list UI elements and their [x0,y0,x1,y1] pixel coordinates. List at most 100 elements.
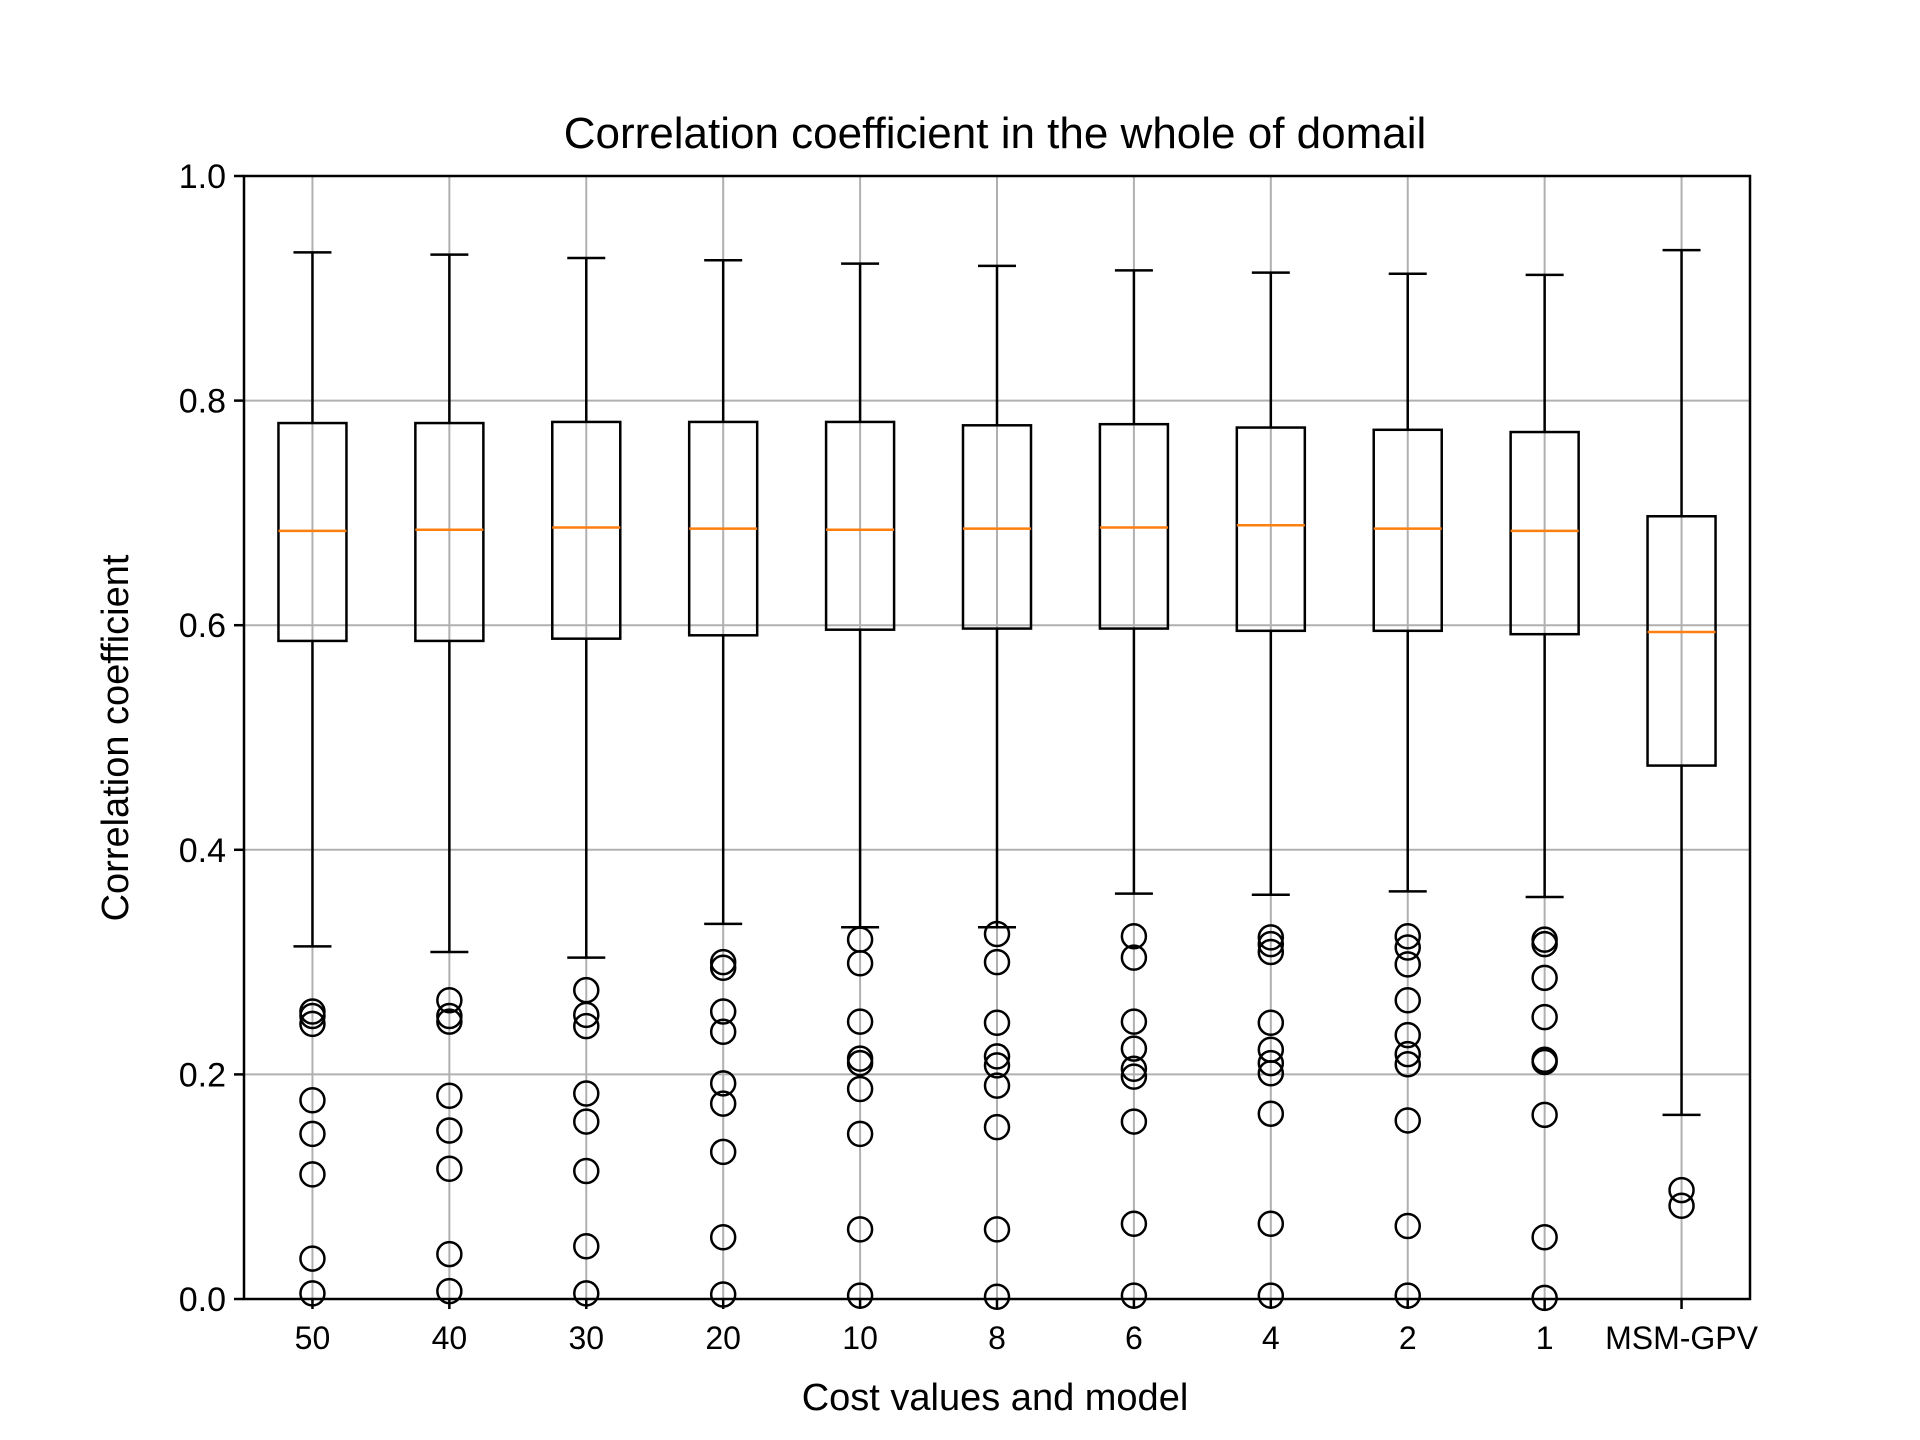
outlier-point [436,1155,463,1182]
y-tick-label: 0.4 [179,832,226,870]
outlier-point [709,1138,737,1166]
outlier-point [299,1120,326,1148]
box-group-1 [1509,273,1580,1312]
boxes-layer [277,248,1717,1312]
x-tick-label: 30 [568,1320,604,1356]
outlier-point [846,1008,874,1035]
box-group-6 [1098,269,1170,1309]
outlier-point [436,1082,463,1109]
outlier-point [573,1012,600,1040]
outlier-point [983,1113,1011,1141]
x-tick-label: 50 [295,1320,331,1356]
outlier-point [709,998,737,1025]
outlier-point [983,1052,1011,1079]
outlier-point [846,1120,874,1148]
outlier-point [983,1072,1011,1099]
box-group-2 [1372,272,1443,1309]
outlier-point [1394,934,1421,961]
outlier-point [573,1080,600,1107]
iqr-box [1646,515,1717,767]
outlier-point [1394,1021,1421,1049]
outlier-point [1394,987,1421,1014]
outlier-point [1394,1212,1421,1240]
outlier-point [1394,923,1421,950]
x-tick-label: 10 [842,1320,878,1356]
outlier-point [299,1161,326,1188]
outlier-point [1257,930,1285,958]
outlier-point [709,1070,737,1097]
outlier-point [983,920,1011,948]
outlier-point [709,1090,737,1117]
x-tick-label: 40 [432,1320,468,1356]
outlier-point [1120,944,1148,971]
iqr-box [1235,426,1307,633]
outlier-point [299,1086,326,1114]
outlier-point [983,1009,1011,1036]
outlier-point [1120,1210,1148,1238]
outlier-point [1394,951,1421,978]
outlier-point [573,1001,600,1029]
outlier-point [1120,923,1148,950]
outlier-point [1394,1107,1421,1134]
outlier-point [1257,1049,1285,1077]
outlier-point [573,1157,600,1185]
iqr-box [551,420,622,640]
outlier-point [846,1049,874,1077]
box-group-40 [414,253,485,1305]
outlier-point [436,1240,463,1268]
outlier-point [1531,930,1558,958]
x-tick-label: 8 [988,1320,1006,1356]
outlier-point [846,1075,874,1103]
outlier-point [573,1232,600,1260]
x-tick-label: 4 [1262,1320,1280,1356]
x-tick-label: MSM-GPV [1605,1320,1759,1356]
outlier-point [1257,1009,1285,1036]
x-tick-label: 1 [1536,1320,1554,1356]
outlier-point [436,987,463,1014]
x-tick-label: 20 [705,1320,741,1356]
outlier-point [1531,1101,1558,1129]
y-tick-label: 0.2 [179,1056,226,1094]
box-group-8 [961,264,1033,1311]
y-tick-label: 1.0 [179,158,226,196]
outlier-point [1257,924,1285,951]
outlier-point [299,1002,326,1030]
outlier-point [1531,1048,1558,1076]
outlier-point [1394,1040,1421,1068]
outlier-point [1394,1051,1421,1078]
iqr-box [961,424,1033,630]
outlier-point [709,1223,737,1251]
iqr-box [414,421,485,643]
outlier-point [846,1216,874,1243]
outlier-point [846,949,874,977]
y-tick-label: 0.0 [179,1281,226,1319]
outlier-point [1257,938,1285,966]
outlier-point [1257,1100,1285,1127]
outlier-point [1531,1223,1558,1251]
box-group-20 [687,258,759,1308]
outlier-point [1120,1063,1148,1090]
y-tick-label: 0.8 [179,383,226,421]
outlier-point [983,948,1011,976]
outlier-point [1257,1060,1285,1087]
box-group-30 [551,256,622,1307]
y-axis-label: Correlation coefficient [95,554,137,921]
box-group-50 [277,251,348,1307]
box-group-MSM-GPV [1646,248,1717,1220]
outlier-point [1531,964,1558,992]
outlier-point [1257,1210,1285,1238]
box-group-10 [824,262,896,1309]
outlier-point [299,1245,326,1272]
outlier-point [983,1216,1011,1243]
iqr-box [1509,430,1580,636]
iqr-box [824,420,896,631]
outlier-point [1120,1108,1148,1135]
x-tick-label: 6 [1125,1320,1143,1356]
outlier-point [573,1108,600,1135]
outlier-point [709,1018,737,1045]
outlier-point [1668,1176,1695,1204]
outlier-point [709,954,737,981]
outlier-point [1120,1035,1148,1062]
